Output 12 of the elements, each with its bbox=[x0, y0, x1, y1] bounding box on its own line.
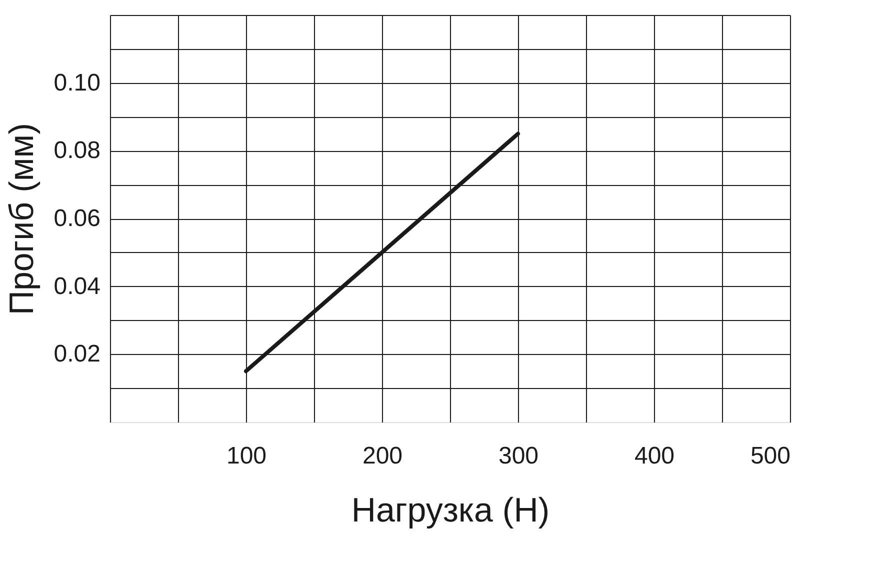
x-tick-label: 100 bbox=[226, 442, 267, 470]
x-axis-title: Нагрузка (Н) bbox=[351, 492, 550, 530]
y-tick-label: 0.02 bbox=[54, 340, 100, 368]
y-axis-title: Прогиб (мм) bbox=[2, 123, 41, 315]
y-tick-label: 0.06 bbox=[54, 205, 100, 232]
x-tick-label: 200 bbox=[362, 442, 403, 470]
y-tick-label: 0.04 bbox=[54, 272, 100, 300]
y-tick-label: 0.10 bbox=[54, 69, 100, 96]
x-tick-label: 500 bbox=[750, 442, 790, 470]
y-tick-label: 0.08 bbox=[54, 137, 100, 164]
x-tick-label: 300 bbox=[498, 442, 539, 470]
x-tick-label: 400 bbox=[634, 442, 675, 470]
